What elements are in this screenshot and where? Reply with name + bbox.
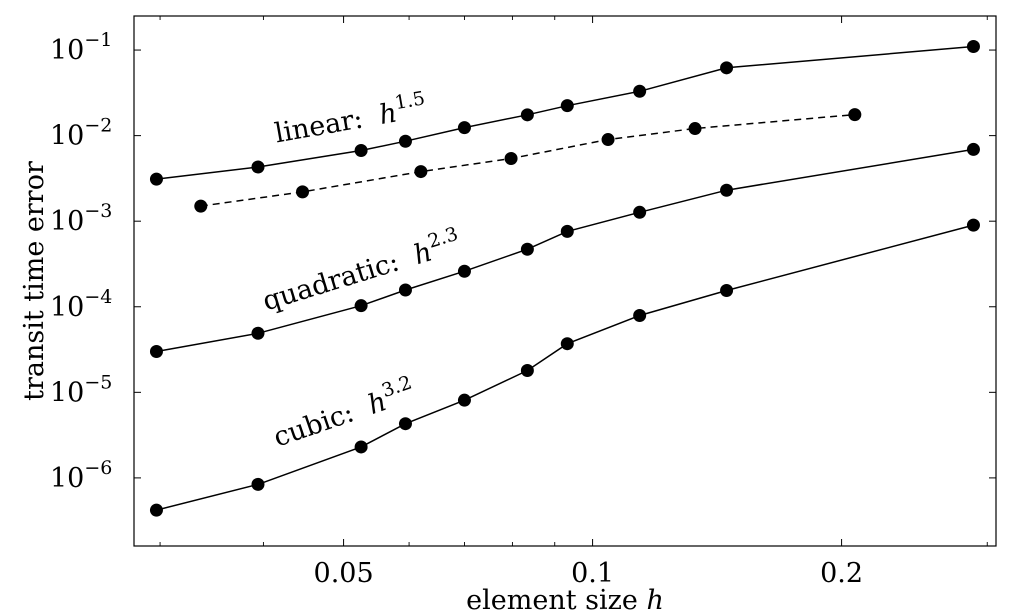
x-tick-label: 0.2 [820,558,863,589]
data-point-quadratic [251,326,265,340]
slope-label-cubic: cubic: h3.2 [268,372,419,454]
data-point-cubic [560,337,574,351]
data-point-intermediate [296,185,310,199]
y-tick-base: 10 [50,292,84,323]
x-tick-label: 0.05 [314,558,374,589]
data-point-linear [720,61,734,75]
y-tick-exponent: −3 [84,200,112,222]
plot-frame [133,15,997,547]
data-point-quadratic [354,299,368,313]
data-point-intermediate [504,152,518,166]
y-tick-exponent: −6 [84,457,112,479]
data-point-quadratic [398,283,412,297]
data-point-intermediate [414,165,428,179]
y-tick-base: 10 [50,463,84,494]
data-point-linear [398,134,412,148]
data-point-cubic [354,440,368,454]
series-line-cubic [156,224,974,511]
y-tick-label: 10−2 [50,115,112,152]
x-tick-label: 0.1 [571,558,614,589]
data-point-quadratic [720,183,734,197]
data-point-quadratic [457,264,471,278]
data-point-linear [966,40,980,54]
y-tick-exponent: −4 [84,286,112,308]
data-point-intermediate [194,199,208,213]
data-point-cubic [398,417,412,431]
y-tick-label: 10−1 [50,29,112,66]
data-point-intermediate [688,122,702,136]
y-tick-label: 10−3 [50,200,112,237]
data-point-intermediate [848,108,862,122]
data-point-linear [520,108,534,122]
data-point-quadratic [560,224,574,238]
y-tick-label: 10−4 [50,286,112,323]
data-point-cubic [966,218,980,232]
y-tick-label: 10−5 [50,371,112,408]
data-point-linear [633,84,647,98]
data-point-quadratic [633,205,647,219]
y-tick-exponent: −1 [84,29,112,51]
series-line-quadratic [156,148,974,353]
y-tick-exponent: −5 [84,371,112,393]
series-line-linear [156,45,974,180]
data-point-cubic [251,477,265,491]
data-series [149,40,980,517]
data-point-linear [354,144,368,158]
x-axis-label: element size h [466,585,664,614]
data-point-intermediate [601,133,615,147]
axis-ticks: 0.05 0.1 0.210−610−510−410−310−210−1 [50,16,996,589]
data-point-quadratic [149,345,163,359]
y-tick-base: 10 [50,121,84,152]
y-tick-base: 10 [50,206,84,237]
data-point-linear [149,172,163,186]
data-point-quadratic [966,142,980,156]
data-point-linear [457,121,471,135]
y-tick-base: 10 [50,35,84,66]
data-point-quadratic [520,242,534,256]
y-tick-base: 10 [50,377,84,408]
y-tick-label: 10−6 [50,457,112,494]
data-point-cubic [633,309,647,323]
data-point-cubic [457,393,471,407]
y-axis-label: transit time error [19,161,50,401]
data-point-cubic [149,503,163,517]
data-point-cubic [720,283,734,297]
data-point-linear [560,99,574,113]
y-tick-exponent: −2 [84,115,112,137]
data-point-cubic [520,363,534,377]
data-point-linear [251,160,265,174]
